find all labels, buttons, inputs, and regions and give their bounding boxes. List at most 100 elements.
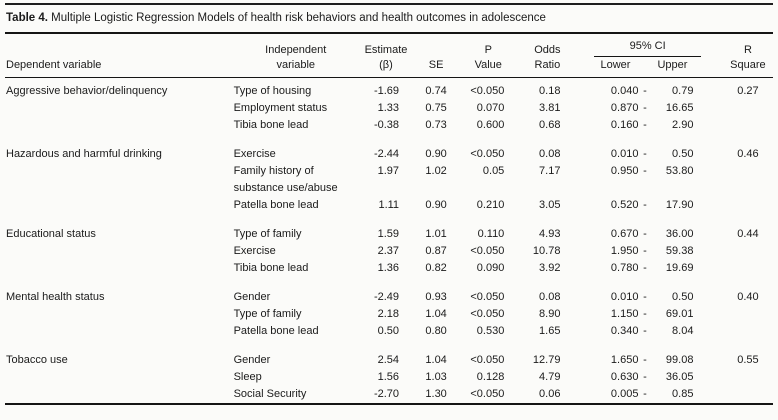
table-row: Social Security -2.70 1.30 <0.050 0.06 0.005-… [5,386,773,403]
r-square-cell: 0.55 [737,354,759,366]
header-independent-line1: Independent [265,44,327,56]
se-cell: 0.73 [425,119,447,131]
p-value-cell: 0.05 [482,165,505,177]
header-pvalue-line2: Value [458,57,519,78]
header-ci-upper: Upper [657,59,688,71]
group-spacer-row [5,134,773,146]
estimate-cell: 1.36 [377,262,400,274]
estimate-cell: -2.70 [373,388,400,400]
table-row: Tobacco use Gender 2.54 1.04 <0.050 12.79 1.65… [5,352,773,369]
ci-cell: 0.040- 0.79 [576,78,722,101]
ci-upper-value: 0.79 [672,85,694,97]
dependent-variable-cell [5,369,234,386]
ci-lower-value: 0.010 [610,148,639,160]
header-estimate-line2: (β) [357,57,415,78]
ci-dash: - [643,199,647,211]
header-se: SE [414,57,459,78]
p-value-cell: <0.050 [470,354,505,366]
se-cell: 0.82 [425,262,447,274]
table-row: Exercise 2.37 0.87 <0.050 10.78 1.950- 59.38 [5,243,773,260]
se-cell: 0.93 [425,291,447,303]
table-caption-text: Multiple Logistic Regression Models of h… [47,12,546,24]
dependent-variable-cell [5,243,234,260]
table-row: Tibia bone lead 1.36 0.82 0.090 3.92 0.780- 19… [5,260,773,277]
table-header: Independent Estimate P Odds 95% CI R Dep… [5,34,773,78]
p-value-cell: 0.600 [476,119,505,131]
odds-ratio-cell: 3.92 [539,262,561,274]
ci-dash: - [643,102,647,114]
ci-dash: - [643,119,647,131]
se-cell: 0.74 [425,85,447,97]
header-ci-lower: Lower [600,59,631,71]
r-square-cell [723,243,773,260]
odds-ratio-cell: 8.90 [539,308,561,320]
ci-cell: 1.650- 99.08 [576,352,722,369]
odds-ratio-cell: 1.65 [539,325,561,337]
header-dependent: Dependent variable [5,57,234,78]
ci-dash: - [643,165,647,177]
ci-dash: - [643,354,647,366]
odds-ratio-cell: 0.08 [539,291,561,303]
ci-lower-value: 0.160 [610,119,639,131]
ci-cell: 1.150- 69.01 [576,306,722,323]
dependent-variable-cell [5,100,234,117]
dependent-variable-cell: Tobacco use [6,354,68,366]
group-spacer-cell [5,340,773,352]
header-ci-gap [638,58,651,72]
dependent-variable-cell [5,197,234,214]
estimate-cell: 1.56 [377,371,400,383]
independent-variable-cell: Sleep [233,371,262,383]
group-spacer-row [5,214,773,226]
group-spacer-row [5,340,773,352]
ci-cell: 0.010- 0.50 [576,146,722,163]
r-square-cell [723,100,773,117]
p-value-cell: 0.110 [477,228,505,240]
p-value-cell: 0.090 [476,262,505,274]
table-caption: Table 4. Multiple Logistic Regression Mo… [5,3,773,32]
r-square-cell [723,260,773,277]
odds-ratio-cell: 7.17 [539,165,561,177]
regression-table-wrap: Independent Estimate P Odds 95% CI R Dep… [5,32,773,405]
group-spacer-cell [5,214,773,226]
r-square-cell [723,323,773,340]
ci-upper-value: 0.50 [672,148,694,160]
table-row: Tibia bone lead -0.38 0.73 0.600 0.68 0.160- 2… [5,117,773,134]
dependent-variable-cell: Hazardous and harmful drinking [6,148,162,160]
se-cell: 1.04 [425,354,447,366]
header-estimate-line1: Estimate [364,44,408,56]
header-odds-line1: Odds [534,44,561,56]
odds-ratio-cell: 3.05 [539,199,561,211]
r-square-cell: 0.40 [737,291,759,303]
header-dependent-spacer [5,34,234,57]
estimate-cell: 2.54 [377,354,400,366]
estimate-cell: -0.38 [373,119,400,131]
r-square-cell [723,306,773,323]
independent-variable-cell: Tibia bone lead [233,119,309,131]
dependent-variable-cell [5,386,234,403]
ci-upper-value: 36.00 [665,228,694,240]
independent-variable-cell: Family history of substance use/abuse [233,165,338,194]
dependent-variable-cell [5,260,234,277]
r-square-cell [723,369,773,386]
p-value-cell: <0.050 [470,291,505,303]
ci-lower-value: 0.630 [610,371,639,383]
ci-upper-value: 16.65 [665,102,694,114]
ci-upper-value: 8.04 [672,325,694,337]
ci-cell: 0.160- 2.90 [576,117,722,134]
ci-cell: 0.010- 0.50 [576,289,722,306]
odds-ratio-cell: 4.93 [539,228,561,240]
ci-upper-value: 59.38 [665,245,694,257]
se-cell: 0.90 [425,199,447,211]
se-cell: 0.75 [425,102,447,114]
ci-cell: 0.780- 19.69 [576,260,722,277]
se-cell: 0.90 [425,148,447,160]
estimate-cell: -2.44 [373,148,400,160]
regression-table: Independent Estimate P Odds 95% CI R Dep… [5,34,773,403]
dependent-variable-cell [5,163,234,197]
r-square-cell: 0.44 [737,228,759,240]
se-cell: 1.01 [425,228,447,240]
group-spacer-cell [5,134,773,146]
independent-variable-cell: Tibia bone lead [233,262,309,274]
estimate-cell: 2.37 [377,245,400,257]
dependent-variable-cell [5,306,234,323]
